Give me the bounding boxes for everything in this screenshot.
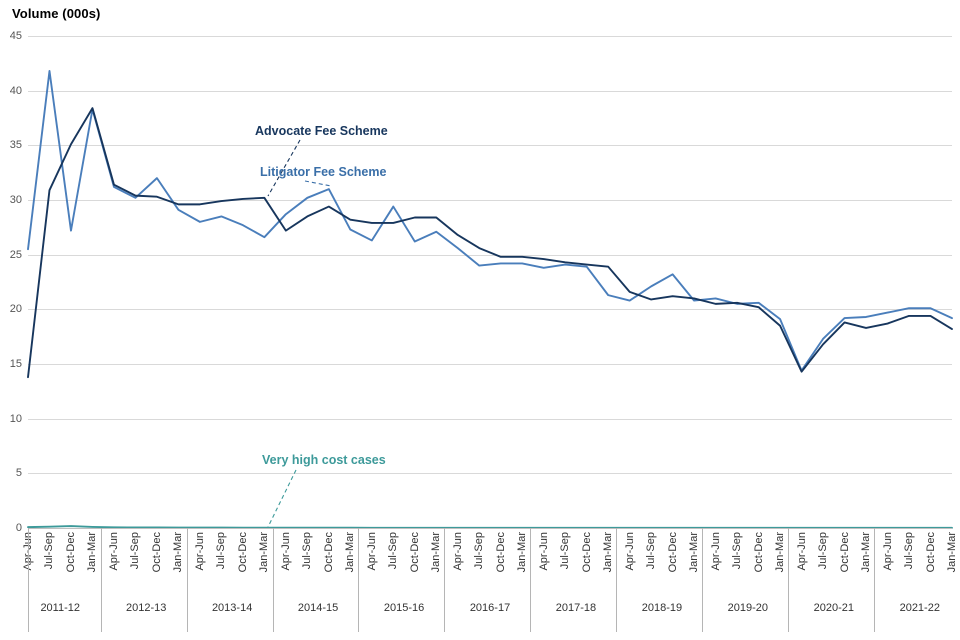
x-axis-quarter-label: Oct-Dec — [838, 532, 851, 573]
y-axis-tick-label: 45 — [9, 30, 22, 42]
plot-area: 0 5 10 15 20 25 30 35 40 45 — [10, 30, 952, 534]
x-axis-quarter-label: Jul-Sep — [559, 532, 572, 570]
x-axis-quarter-label: Jul-Sep — [473, 532, 486, 570]
x-axis-quarter-label: Apr-Jun — [537, 532, 550, 571]
x-axis-quarter-label: Apr-Jun — [107, 532, 120, 571]
gridline — [28, 36, 952, 37]
x-axis-quarter-label: Apr-Jun — [795, 532, 808, 571]
x-axis-year-separator — [702, 528, 704, 632]
x-axis-quarter-label: Jan-Mar — [258, 532, 271, 573]
series-line-advocate-fee-scheme — [28, 108, 952, 377]
x-axis-quarter-label: Jul-Sep — [215, 532, 228, 570]
x-axis-year-label: 2016-17 — [469, 602, 511, 614]
x-axis-year-label: 2017-18 — [555, 602, 597, 614]
x-axis-quarter-label: Jan-Mar — [516, 532, 529, 573]
gridline — [28, 254, 952, 256]
x-axis-rule — [28, 528, 952, 529]
x-axis: Apr-Jun Jul-Sep Oct-Dec Jan-Mar Apr-Jun Jul-S… — [22, 528, 958, 640]
y-axis-tick-label: 5 — [15, 467, 22, 480]
annotation-label-advocate: Advocate Fee Scheme — [255, 124, 388, 138]
x-axis-year-separator — [358, 528, 360, 632]
x-axis-quarter-label: Apr-Jun — [881, 532, 894, 571]
x-axis-year-label: 2011-12 — [40, 602, 80, 614]
y-axis-tick-label: 40 — [9, 84, 22, 97]
gridline — [28, 200, 952, 201]
x-axis-quarter-label: Oct-Dec — [494, 532, 507, 573]
x-axis-year-label: 2015-16 — [383, 602, 425, 614]
series-line-very-high-cost-cases — [28, 526, 952, 528]
y-axis-tick-label: 10 — [9, 412, 22, 425]
gridline — [28, 90, 952, 92]
gridline — [28, 418, 952, 420]
x-axis-year-label: 2018-19 — [641, 602, 683, 614]
x-axis-year-separator — [530, 528, 532, 632]
annotation-label-litigator: Litigator Fee Scheme — [260, 165, 387, 179]
x-axis-quarter-label: Jan-Mar — [602, 532, 615, 573]
x-axis-year-separator — [100, 528, 102, 632]
x-axis-quarter-label: Oct-Dec — [752, 532, 765, 573]
x-axis-quarter-label: Jan-Mar — [860, 532, 873, 573]
annotation-label-vhcc: Very high cost cases — [262, 453, 386, 467]
x-axis-quarter-label: Oct-Dec — [64, 532, 77, 573]
x-axis-year-separator — [272, 528, 274, 632]
x-axis-quarter-label: Jul-Sep — [301, 532, 314, 570]
y-axis-tick-label: 20 — [9, 303, 22, 316]
x-axis-year-label: 2014-15 — [297, 602, 339, 614]
gridline — [28, 309, 952, 311]
x-axis-quarter-label: Oct-Dec — [150, 532, 163, 573]
x-axis-quarter-label: Jan-Mar — [172, 532, 185, 573]
x-axis-quarter-label: Jul-Sep — [903, 532, 916, 570]
x-axis-year-label: 2021-22 — [899, 602, 940, 614]
x-axis-quarter-label: Apr-Jun — [623, 532, 636, 571]
x-axis-year-separator — [28, 528, 29, 632]
x-axis-quarter-label: Oct-Dec — [236, 532, 249, 573]
x-axis-year-label: 2020-21 — [813, 602, 854, 614]
x-axis-year-separator — [444, 528, 446, 632]
x-axis-quarter-label: Oct-Dec — [924, 532, 937, 573]
x-axis-quarter-label: Jan-Mar — [344, 532, 357, 573]
x-axis-quarter-label: Oct-Dec — [322, 532, 335, 573]
x-axis-quarter-label: Apr-Jun — [279, 532, 292, 571]
x-axis-year-separator — [616, 528, 618, 632]
x-axis-year-label: 2013-14 — [211, 602, 253, 614]
x-axis-quarter-label: Jul-Sep — [43, 532, 56, 570]
x-axis-year-label: 2012-13 — [125, 602, 167, 614]
x-axis-quarter-label: Jul-Sep — [817, 532, 830, 570]
series-line-litigator-fee-scheme — [28, 71, 952, 371]
x-axis-quarter-label: Apr-Jun — [193, 532, 206, 571]
x-axis-quarter-label: Oct-Dec — [408, 532, 421, 573]
x-axis-quarter-label: Jul-Sep — [645, 532, 658, 570]
x-axis-quarter-label: Jan-Mar — [86, 532, 99, 573]
x-axis-quarter-label: Jan-Mar — [688, 532, 701, 573]
series-lines — [28, 36, 952, 528]
chart-title: Volume (000s) — [12, 6, 101, 21]
x-axis-quarter-label: Jul-Sep — [387, 532, 400, 570]
y-axis-tick-label: 35 — [9, 139, 22, 152]
x-axis-quarter-label: Apr-Jun — [365, 532, 378, 571]
y-axis-tick-label: 30 — [9, 194, 22, 206]
x-axis-year-separator — [788, 528, 790, 632]
x-axis-year-separator — [186, 528, 188, 632]
x-axis-quarter-label: Jan-Mar — [430, 532, 443, 573]
y-axis-tick-label: 0 — [15, 522, 22, 534]
x-axis-quarter-label: Apr-Jun — [709, 532, 722, 571]
x-axis-quarter-label: Oct-Dec — [580, 532, 593, 573]
x-axis-quarter-label: Oct-Dec — [666, 532, 679, 573]
x-axis-year-separator — [874, 528, 876, 632]
gridline — [28, 145, 952, 147]
x-axis-year-label: 2019-20 — [727, 602, 769, 614]
x-axis-quarter-label: Jul-Sep — [731, 532, 744, 570]
gridline — [28, 364, 952, 365]
x-axis-quarter-label: Apr-Jun — [451, 532, 464, 571]
x-axis-quarter-label: Jan-Mar — [946, 532, 958, 573]
y-axis-tick-label: 25 — [9, 248, 22, 261]
gridline — [28, 473, 952, 475]
y-axis-tick-label: 15 — [9, 358, 22, 370]
x-axis-quarter-label: Jul-Sep — [129, 532, 142, 570]
x-axis-quarter-label: Jan-Mar — [774, 532, 787, 573]
